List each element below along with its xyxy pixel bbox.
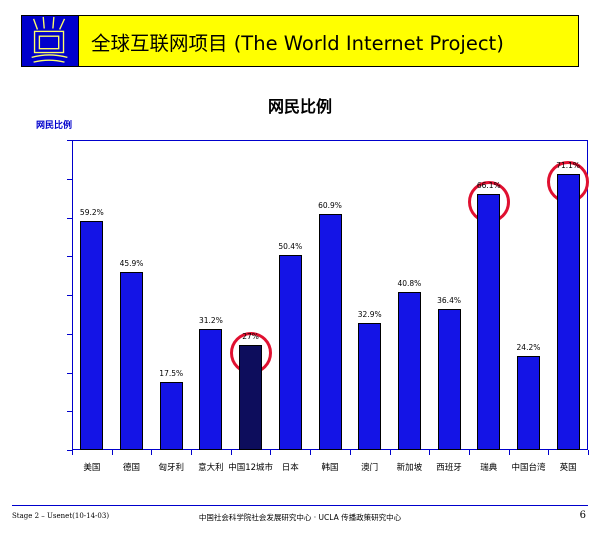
x-axis-category-label: 澳门	[361, 463, 379, 473]
banner-title-container: 全球互联网项目 (The World Internet Project)	[79, 15, 579, 67]
x-axis-category-label: 美国	[83, 463, 101, 473]
chart-bar	[239, 345, 263, 450]
footer-center-text: 中国社会科学院社会发展研究中心 · UCLA 传播政策研究中心	[198, 513, 402, 522]
y-axis-tick-mark	[67, 178, 72, 180]
x-axis-tick-mark	[469, 450, 470, 455]
page-title: 全球互联网项目 (The World Internet Project)	[91, 31, 504, 55]
chart-bar	[516, 356, 540, 450]
x-axis-category-label: 日本	[281, 463, 299, 473]
y-axis-tick-mark	[67, 217, 72, 219]
chart-bar	[477, 193, 501, 450]
x-axis-category-label: 西班牙	[436, 463, 462, 473]
x-axis-tick-mark	[509, 450, 510, 455]
x-axis-tick-mark	[350, 450, 351, 455]
x-axis-tick-mark	[72, 450, 73, 455]
bar-value-label: 31.2%	[199, 316, 223, 326]
y-axis-title: 网民比例	[36, 121, 73, 131]
chart-bar	[278, 254, 302, 450]
x-axis-tick-mark	[112, 450, 113, 455]
x-axis-tick-mark	[588, 450, 589, 455]
x-axis-tick-mark	[231, 450, 232, 455]
x-axis-category-label: 中国台湾	[511, 463, 546, 473]
x-axis-category-label: 瑞典	[480, 463, 498, 473]
x-axis-category-label: 中国12城市	[228, 463, 274, 473]
x-axis-tick-mark	[429, 450, 430, 455]
x-axis-category-label: 匈牙利	[158, 463, 184, 473]
chart-bar	[437, 308, 461, 450]
y-axis-tick-mark	[67, 256, 72, 258]
chart-bar	[120, 272, 144, 450]
y-axis-tick-mark	[67, 372, 72, 374]
y-axis-tick-mark	[67, 411, 72, 413]
footer-left-text: Stage 2 – Usenet(10-14-03)	[12, 512, 110, 520]
bar-value-label: 71.1%	[556, 161, 581, 171]
x-axis-tick-mark	[270, 450, 271, 455]
monitor-screen-icon	[21, 15, 79, 67]
x-axis-category-label: 德国	[123, 463, 141, 473]
bar-value-label: 66.1%	[476, 180, 501, 190]
y-axis-tick-mark	[67, 333, 72, 335]
title-banner: 全球互联网项目 (The World Internet Project)	[21, 15, 579, 67]
chart-bar	[318, 214, 342, 450]
bar-value-label: 59.2%	[79, 207, 104, 217]
bar-value-label: 40.8%	[397, 278, 422, 288]
x-axis-tick-mark	[151, 450, 152, 455]
footer-divider	[12, 505, 588, 506]
chart-bar	[358, 322, 382, 450]
chart-bar	[80, 220, 104, 450]
x-axis-tick-mark	[548, 450, 549, 455]
chart-bar	[199, 329, 223, 450]
chart-title: 网民比例	[267, 97, 332, 116]
chart-bar	[159, 382, 183, 450]
y-axis-tick-mark	[67, 295, 72, 296]
y-axis-tick-mark	[67, 140, 72, 141]
y-axis-tick-mark	[67, 450, 72, 451]
bar-value-label: 32.9%	[357, 309, 382, 319]
chart-bar	[556, 174, 580, 450]
x-axis-tick-mark	[390, 450, 391, 455]
x-axis-category-label: 新加坡	[396, 463, 423, 473]
bar-value-label: 17.5%	[159, 369, 184, 379]
bar-value-label: 24.2%	[516, 343, 541, 353]
bar-value-label: 50.4%	[278, 241, 303, 251]
footer-page-number: 6	[579, 510, 586, 521]
bar-value-label: 36.4%	[437, 295, 461, 305]
x-axis-category-label: 意大利	[198, 463, 224, 473]
bar-value-label: 60.9%	[318, 201, 342, 210]
bar-value-label: 45.9%	[119, 259, 144, 269]
x-axis-tick-mark	[191, 450, 192, 455]
x-axis-category-label: 英国	[559, 463, 577, 473]
x-axis-tick-mark	[310, 450, 311, 455]
x-axis-category-label: 韩国	[321, 463, 339, 473]
bar-value-label: 27%	[242, 332, 259, 342]
chart-bar	[397, 291, 421, 450]
